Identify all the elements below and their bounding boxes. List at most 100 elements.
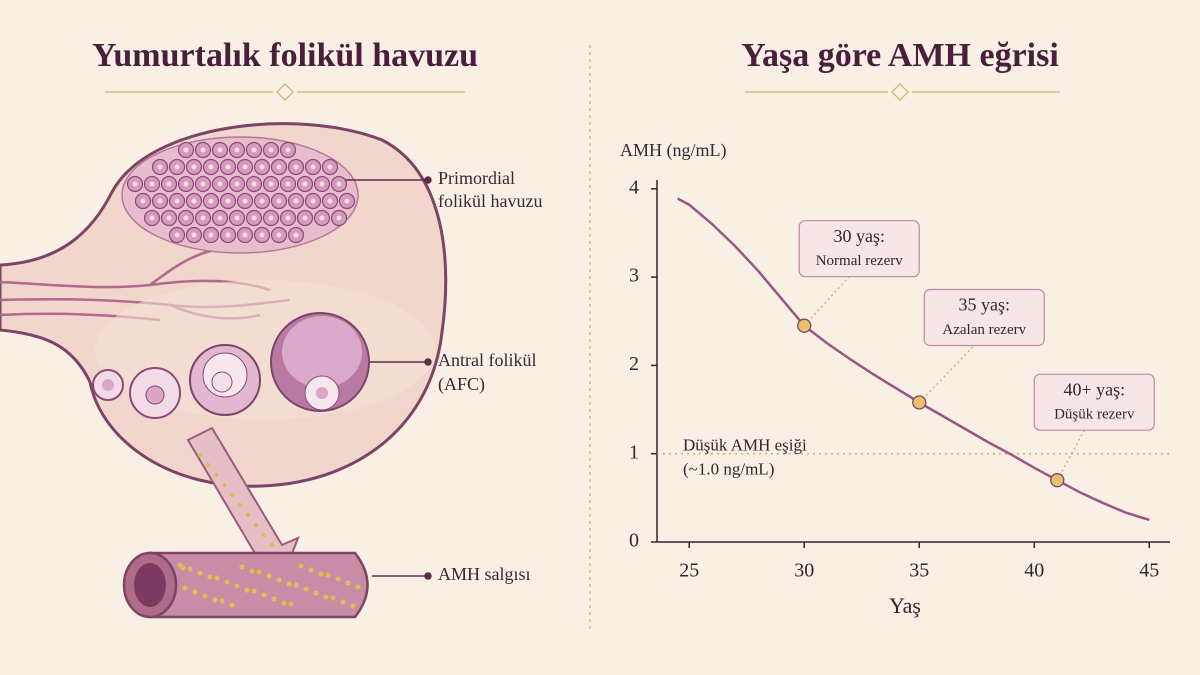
annotation-box <box>923 288 1045 347</box>
amh-dot <box>323 594 329 600</box>
amh-dot <box>251 588 257 594</box>
y-tick-label: 0 <box>629 530 639 552</box>
amh-dot <box>192 589 198 595</box>
amh-dot <box>237 502 243 508</box>
amh-dot <box>205 462 211 468</box>
follicle-core <box>132 181 138 187</box>
follicle-core <box>225 198 231 204</box>
follicle-core <box>217 215 223 221</box>
follicle-core <box>336 215 342 221</box>
y-axis-title: AMH (ng/mL) <box>620 140 727 161</box>
label: Antral folikül <box>438 350 536 370</box>
annotation-text: 30 yaş: <box>833 226 885 246</box>
follicle-core <box>259 232 265 238</box>
threshold-label: Düşük AMH eşiği <box>683 436 807 455</box>
amh-dot <box>340 599 346 605</box>
follicle-core <box>174 198 180 204</box>
follicle-core <box>217 181 223 187</box>
amh-dot <box>303 586 309 592</box>
follicle-core <box>191 164 197 170</box>
label: folikül havuzu <box>438 191 542 211</box>
x-tick-label: 30 <box>794 560 814 582</box>
amh-dot <box>335 576 341 582</box>
follicle-core <box>157 164 163 170</box>
amh-dot <box>318 571 324 577</box>
follicle-core <box>259 198 265 204</box>
follicle-core <box>276 232 282 238</box>
amh-dot <box>221 482 227 488</box>
follicle-core <box>293 164 299 170</box>
amh-dot <box>276 577 282 583</box>
amh-dot <box>269 542 275 548</box>
amh-dot <box>293 582 299 588</box>
follicle-core <box>285 215 291 221</box>
amh-dot <box>325 572 331 578</box>
follicle-core <box>234 215 240 221</box>
amh-dot <box>245 512 251 518</box>
follicle-core <box>149 215 155 221</box>
y-tick-label: 3 <box>629 265 639 287</box>
follicle-core <box>200 147 206 153</box>
label: (AFC) <box>438 374 485 395</box>
amh-dot <box>266 573 272 579</box>
follicle-core <box>302 215 308 221</box>
amh-dot <box>202 593 208 599</box>
annotation-text: Azalan rezerv <box>942 322 1026 338</box>
annotation-marker <box>797 318 812 333</box>
amh-dot <box>224 579 230 585</box>
amh-dot <box>345 580 351 586</box>
follicle-core <box>149 181 155 187</box>
y-tick-label: 1 <box>629 441 639 463</box>
threshold-label: (~1.0 ng/mL) <box>683 460 774 479</box>
amh-dot <box>207 574 213 580</box>
left-title: Yumurtalık folikül havuzu <box>92 37 478 74</box>
follicle-core <box>268 147 274 153</box>
follicle-core <box>225 232 231 238</box>
dividers <box>105 45 1060 630</box>
follicle-core <box>183 181 189 187</box>
amh-dot <box>261 592 267 598</box>
follicle-core <box>174 164 180 170</box>
x-axis-title: Yaş <box>889 593 921 618</box>
y-tick-label: 2 <box>629 353 639 375</box>
amh-dot <box>182 585 188 591</box>
follicle-core <box>285 181 291 187</box>
follicle-core <box>183 215 189 221</box>
annotation-text: Düşük rezerv <box>1054 407 1135 423</box>
follicle-core <box>234 147 240 153</box>
amh-dot <box>313 590 319 596</box>
annotation-marker <box>912 395 927 410</box>
follicle-core <box>336 181 342 187</box>
follicle-core <box>268 215 274 221</box>
annotation-text: 40+ yaş: <box>1063 379 1125 399</box>
amh-dot <box>281 600 287 606</box>
follicle-core <box>242 232 248 238</box>
annotation-marker <box>1050 473 1065 488</box>
follicle-core <box>208 198 214 204</box>
label: Primordial <box>438 168 515 188</box>
follicle-core <box>208 164 214 170</box>
amh-dot <box>261 532 267 538</box>
follicle-core <box>251 181 257 187</box>
follicle-core <box>166 215 172 221</box>
annotation-leader <box>803 276 850 327</box>
amh-dot <box>271 596 277 602</box>
follicle-core <box>344 198 350 204</box>
follicle-core <box>259 164 265 170</box>
label: AMH salgısı <box>438 564 531 584</box>
follicle-core <box>174 232 180 238</box>
amh-dot <box>286 581 292 587</box>
amh-dot <box>197 452 203 458</box>
amh-dot <box>212 597 218 603</box>
amh-dot <box>253 522 259 528</box>
chart-title: Yaşa göre AMH eğrisi <box>741 37 1059 74</box>
annotation-text: 35 yaş: <box>959 295 1011 315</box>
amh-dot <box>234 583 240 589</box>
follicle-core <box>208 232 214 238</box>
amh-dot <box>308 567 314 573</box>
amh-dot <box>350 603 356 609</box>
ovary-illustration <box>0 122 448 619</box>
amh-dot <box>249 568 255 574</box>
follicle-core <box>225 164 231 170</box>
follicle-core <box>251 215 257 221</box>
